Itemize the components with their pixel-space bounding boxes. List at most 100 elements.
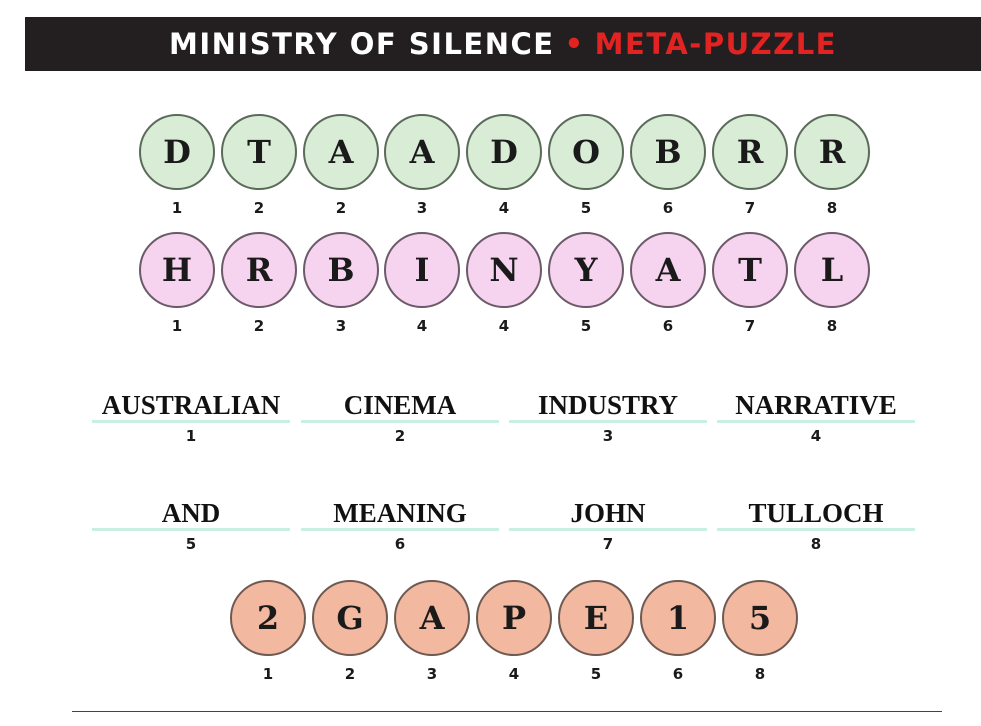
tile-letter: 1 [640, 580, 716, 656]
tile-number: 1 [262, 665, 274, 683]
word-slot: TULLOCH 8 [717, 498, 915, 553]
tile-number: 4 [508, 665, 520, 683]
word-number: 8 [810, 535, 822, 553]
word-text: INDUSTRY [509, 390, 707, 423]
tile-letter: Y [548, 232, 624, 308]
tile-number: 6 [672, 665, 684, 683]
tile-number: 4 [498, 199, 510, 217]
tile-letter: O [548, 114, 624, 190]
puzzle-title: MINISTRY OF SILENCE [169, 27, 555, 61]
tile-letter: B [303, 232, 379, 308]
word-text: TULLOCH [717, 498, 915, 531]
tile-letter: T [221, 114, 297, 190]
word-text: MEANING [301, 498, 499, 531]
tile-letter: D [466, 114, 542, 190]
word-number: 1 [185, 427, 197, 445]
tile-letter: E [558, 580, 634, 656]
tile-letter: A [630, 232, 706, 308]
word-number: 5 [185, 535, 197, 553]
word-text: CINEMA [301, 390, 499, 423]
word-number: 6 [394, 535, 406, 553]
tile-number: 3 [416, 199, 428, 217]
tile-number: 4 [498, 317, 510, 335]
tile-number: 3 [426, 665, 438, 683]
word-slot: JOHN 7 [509, 498, 707, 553]
tile-letter: H [139, 232, 215, 308]
tile-letter: 2 [230, 580, 306, 656]
word-text: JOHN [509, 498, 707, 531]
tile-letter: T [712, 232, 788, 308]
tile-number: 2 [335, 199, 347, 217]
tile-letter: N [466, 232, 542, 308]
tile-number: 3 [335, 317, 347, 335]
word-number: 7 [602, 535, 614, 553]
tile-letter: P [476, 580, 552, 656]
word-number: 3 [602, 427, 614, 445]
tile-letter: A [384, 114, 460, 190]
word-text: AND [92, 498, 290, 531]
word-slot: CINEMA 2 [301, 390, 499, 445]
tile-letter: A [303, 114, 379, 190]
tile-number: 7 [744, 317, 756, 335]
word-slot: AND 5 [92, 498, 290, 553]
tile-number: 5 [580, 199, 592, 217]
tile-number: 1 [171, 317, 183, 335]
tile-number: 7 [744, 199, 756, 217]
tile-letter: G [312, 580, 388, 656]
tile-number: 1 [171, 199, 183, 217]
tile-letter: R [221, 232, 297, 308]
tile-letter: I [384, 232, 460, 308]
tile-number: 8 [754, 665, 766, 683]
tile-number: 2 [253, 199, 265, 217]
bottom-divider [72, 711, 942, 712]
tile-number: 8 [826, 317, 838, 335]
tile-number: 4 [416, 317, 428, 335]
title-separator: • [564, 27, 585, 61]
tile-number: 5 [580, 317, 592, 335]
tile-letter: A [394, 580, 470, 656]
word-slot: AUSTRALIAN 1 [92, 390, 290, 445]
word-slot: INDUSTRY 3 [509, 390, 707, 445]
tile-number: 6 [662, 199, 674, 217]
tile-letter: R [712, 114, 788, 190]
tile-number: 2 [344, 665, 356, 683]
tile-letter: D [139, 114, 215, 190]
tile-number: 2 [253, 317, 265, 335]
tile-letter: L [794, 232, 870, 308]
puzzle-subtitle: META-PUZZLE [594, 27, 837, 61]
word-text: AUSTRALIAN [92, 390, 290, 423]
tile-letter: B [630, 114, 706, 190]
word-slot: NARRATIVE 4 [717, 390, 915, 445]
word-slot: MEANING 6 [301, 498, 499, 553]
tile-number: 8 [826, 199, 838, 217]
word-text: NARRATIVE [717, 390, 915, 423]
tile-number: 6 [662, 317, 674, 335]
tile-letter: R [794, 114, 870, 190]
word-number: 2 [394, 427, 406, 445]
